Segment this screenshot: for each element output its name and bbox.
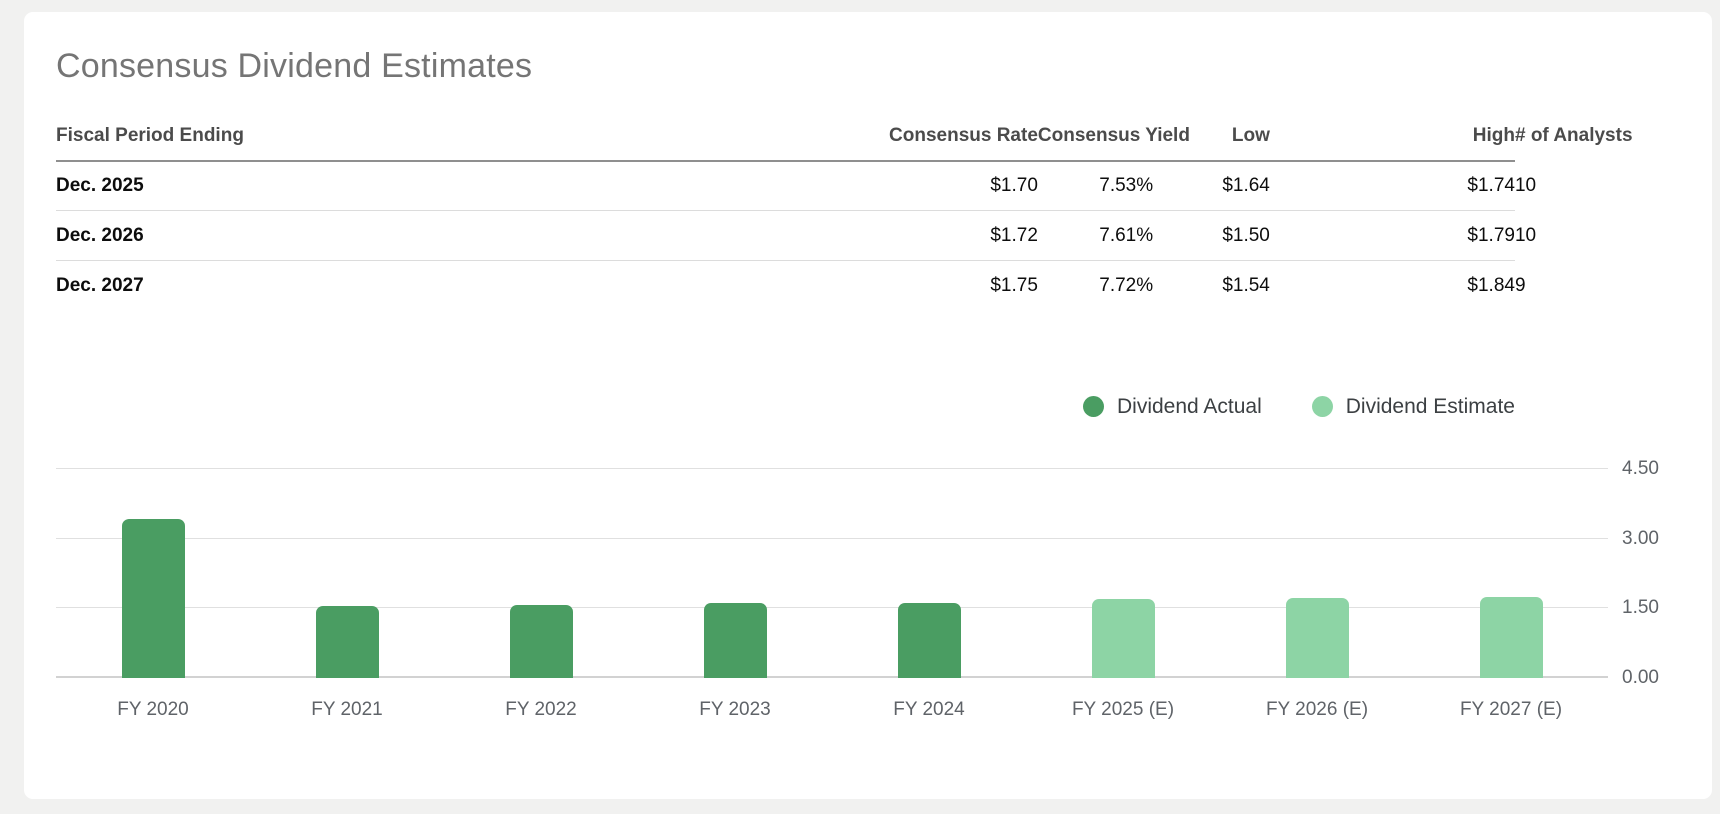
x-axis-tick-label: FY 2022 xyxy=(505,698,577,720)
bar-slot xyxy=(250,469,444,678)
dividend-estimates-table: Fiscal Period Ending Consensus Rate Consen… xyxy=(56,124,1633,311)
value-cell: $1.70 xyxy=(722,160,1038,212)
dividend-bar xyxy=(1285,597,1349,678)
chart-legend: Dividend Actual Dividend Estimate xyxy=(56,395,1515,419)
legend-item[interactable]: Dividend Estimate xyxy=(1311,394,1515,419)
value-cell: $1.54 xyxy=(1222,275,1270,297)
bar-slot xyxy=(1220,469,1414,678)
bar-slot xyxy=(1026,469,1220,678)
bar-slot xyxy=(1414,469,1608,678)
table-header: Fiscal Period Ending Consensus Rate Consen… xyxy=(56,124,1633,162)
y-axis-tick-label: 1.50 xyxy=(1622,596,1659,618)
value-cell: $1.79 xyxy=(1269,210,1515,262)
x-axis-tick-label: FY 2020 xyxy=(117,698,189,720)
fiscal-period-cell: Dec. 2027 xyxy=(56,275,144,297)
bars-layer xyxy=(56,469,1608,678)
x-axis-tick-label: FY 2021 xyxy=(311,698,383,720)
value-cell: $1.50 xyxy=(1153,210,1270,262)
y-axis-tick-label: 3.00 xyxy=(1622,527,1659,549)
x-axis-tick-label: FY 2025 (E) xyxy=(1071,698,1175,720)
column-header: High xyxy=(1269,124,1515,162)
value-cell: $1.74 xyxy=(1269,160,1515,212)
gridline xyxy=(56,467,1608,469)
legend-dot-icon xyxy=(1311,396,1333,418)
chart-plot-area xyxy=(56,467,1608,678)
dividend-bar xyxy=(1479,596,1543,678)
dividend-bar xyxy=(509,604,573,678)
x-axis-tick-label: FY 2026 (E) xyxy=(1265,698,1369,720)
y-axis-tick-label: 0.00 xyxy=(1622,666,1659,688)
dividend-bar-chart: 0.00 1.50 3.00 4.50 FY 2020 FY 2021 FY 2022 FY… xyxy=(56,458,1680,721)
value-cell: $1.75 xyxy=(990,275,1038,297)
table-row: Dec. 2025 $1.70 7.53% $1.64 $1.74 10 xyxy=(56,160,1536,212)
gridline xyxy=(56,675,1608,678)
consensus-dividend-estimates-card: Consensus Dividend Estimates Fiscal Peri… xyxy=(24,12,1712,799)
bar-slot xyxy=(444,469,638,678)
column-header: Fiscal Period Ending xyxy=(56,124,723,162)
legend-dot-icon xyxy=(1082,396,1104,418)
gridline xyxy=(56,537,1608,539)
legend-label: Dividend Actual xyxy=(1116,394,1262,418)
table-row: Dec. 2026 $1.72 7.61% $1.50 $1.79 10 xyxy=(56,210,1536,262)
column-header: Low xyxy=(1153,124,1270,162)
y-axis-tick-label: 4.50 xyxy=(1622,457,1659,479)
value-cell: $1.72 xyxy=(722,210,1038,262)
table-row: Dec. 2027 $1.75 7.72% $1.54 $1.84 9 xyxy=(56,261,1526,311)
y-axis: 0.00 1.50 3.00 4.50 xyxy=(1608,458,1680,688)
dividend-bar xyxy=(315,605,379,678)
dividend-bar xyxy=(1091,598,1155,678)
gridline xyxy=(56,606,1608,608)
legend-label: Dividend Estimate xyxy=(1345,394,1515,418)
bar-slot xyxy=(638,469,832,678)
value-cell: $1.84 xyxy=(1467,275,1515,297)
x-axis-tick-label: FY 2027 (E) xyxy=(1459,698,1563,720)
fiscal-period-cell: Dec. 2025 xyxy=(56,160,723,212)
value-cell: $1.64 xyxy=(1153,160,1270,212)
column-header: Consensus Yield xyxy=(1037,124,1190,162)
x-axis: FY 2020 FY 2021 FY 2022 FY 2023 FY 2024 FY 20… xyxy=(56,699,1680,721)
value-cell: 7.61% xyxy=(1037,210,1154,262)
x-axis-tick-label: FY 2023 xyxy=(699,698,771,720)
table-body: Dec. 2025 $1.70 7.53% $1.64 $1.74 10 Dec. 2026… xyxy=(56,160,1536,311)
estimates-table-container: Fiscal Period Ending Consensus Rate Consen… xyxy=(56,124,1633,311)
value-cell: 7.72% xyxy=(1099,275,1154,297)
dividend-bar xyxy=(897,602,961,678)
legend-item[interactable]: Dividend Actual xyxy=(1082,394,1262,419)
column-header: Consensus Rate xyxy=(722,124,1038,162)
x-axis-labels: FY 2020 FY 2021 FY 2022 FY 2023 FY 2024 FY 20… xyxy=(56,699,1608,721)
dividend-bar xyxy=(703,602,767,678)
x-axis-tick-label: FY 2024 xyxy=(893,698,965,720)
table-header-row: Fiscal Period Ending Consensus Rate Consen… xyxy=(56,124,1633,162)
value-cell: 7.53% xyxy=(1037,160,1154,212)
dividend-bar xyxy=(121,518,185,678)
bar-slot xyxy=(832,469,1026,678)
fiscal-period-cell: Dec. 2026 xyxy=(56,210,723,262)
bar-slot xyxy=(56,469,250,678)
page-title: Consensus Dividend Estimates xyxy=(56,47,533,85)
